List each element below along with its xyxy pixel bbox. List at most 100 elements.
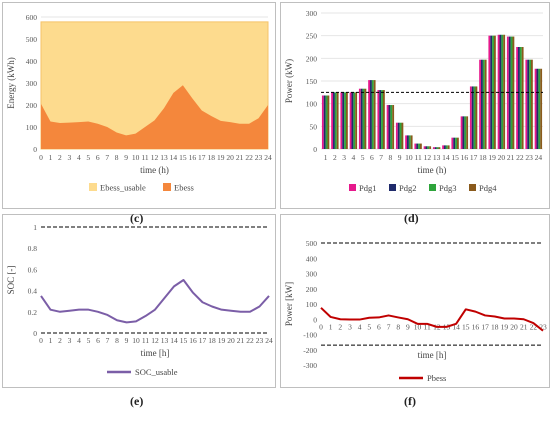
- x-tick-label: 7: [379, 153, 383, 162]
- x-tick-label: 16: [189, 153, 197, 162]
- bar-Pdg2: [407, 135, 409, 149]
- x-axis-label: time [h]: [418, 350, 447, 360]
- x-tick-label: 0: [319, 322, 323, 331]
- legend-swatch-Pdg4: [469, 184, 476, 191]
- x-tick-label: 5: [86, 153, 90, 162]
- caption-f: (f): [404, 394, 416, 408]
- x-tick-label: 14: [452, 322, 460, 331]
- bar-Pdg2: [388, 105, 391, 149]
- x-tick-label: 9: [124, 153, 128, 162]
- bar-Pdg4: [503, 34, 506, 149]
- bar-Pdg2: [370, 80, 372, 149]
- bar-Pdg4: [530, 59, 533, 150]
- bar-Pdg1: [423, 146, 426, 149]
- x-tick-label: 11: [141, 153, 148, 162]
- x-tick-label: 13: [433, 153, 441, 162]
- bar-Pdg4: [410, 135, 413, 149]
- x-tick-label: 1: [49, 153, 53, 162]
- bar-Pdg4: [447, 145, 450, 149]
- bar-Pdg4: [429, 146, 432, 149]
- bar-Pdg4: [484, 59, 487, 150]
- line-series-SOC_usable: [40, 279, 270, 324]
- caption-d: (d): [404, 211, 419, 225]
- bar-Pdg4: [493, 35, 496, 149]
- x-tick-label: 6: [96, 336, 100, 345]
- bar-Pdg4: [438, 147, 441, 149]
- bar-Pdg4: [540, 68, 543, 149]
- bar-Pdg3: [325, 95, 328, 149]
- x-tick-label: 10: [405, 153, 413, 162]
- x-tick-label: 19: [217, 153, 225, 162]
- legend-label-Ebess: Ebess: [174, 183, 194, 193]
- x-tick-label: 3: [348, 322, 352, 331]
- bar-Pdg2: [416, 143, 419, 149]
- bar-Pdg3: [427, 146, 430, 149]
- bar-Pdg4: [401, 122, 404, 149]
- area-series-Ebess: [41, 85, 268, 149]
- y-tick-label: 100: [306, 300, 318, 309]
- bar-Pdg2: [462, 116, 465, 149]
- chart-panel-pbess: -300 -200 -100 0 100 200 300 400 500 0 1 2 3 4 5 6 7 8 9 10…: [280, 214, 550, 388]
- caption-c: (c): [130, 211, 144, 225]
- y-axis-label: Power [kW]: [284, 282, 294, 326]
- bar-Pdg4: [521, 47, 524, 149]
- y-tick-label: 300: [306, 270, 318, 279]
- x-tick-label: 1: [49, 336, 53, 345]
- bar-Pdg2: [379, 90, 382, 149]
- x-tick-label: 23: [256, 336, 264, 345]
- bar-Pdg2: [481, 59, 483, 150]
- bar-Pdg4: [364, 88, 367, 149]
- bar-Pdg3: [381, 90, 383, 149]
- x-tick-label: 6: [377, 322, 381, 331]
- bar-Pdg3: [371, 80, 374, 149]
- x-tick-label: 8: [115, 336, 119, 345]
- bar-Pdg2: [499, 34, 502, 149]
- y-tick-label: -200: [303, 346, 317, 355]
- x-tick-label: 17: [481, 322, 489, 331]
- x-tick-label: 4: [358, 322, 362, 331]
- legend-swatch-Pdg2: [389, 184, 396, 191]
- bar-Pdg3: [445, 145, 448, 149]
- bar-Pdg3: [418, 143, 420, 149]
- x-tick-label: 2: [58, 153, 62, 162]
- y-tick-label: 50: [310, 122, 318, 131]
- bar-Pdg1: [479, 59, 482, 150]
- x-tick-label: 2: [338, 322, 342, 331]
- x-tick-label: 11: [142, 336, 149, 345]
- bar-Pdg1: [469, 86, 472, 149]
- x-tick-label: 20: [498, 153, 506, 162]
- y-tick-label: 0: [33, 145, 37, 154]
- bar-Pdg2: [351, 92, 354, 149]
- y-tick-label: 100: [26, 123, 38, 132]
- x-tick-label: 24: [264, 153, 272, 162]
- bar-Pdg2: [471, 86, 474, 149]
- bar-Pdg1: [395, 122, 398, 149]
- x-tick-label: 11: [424, 322, 431, 331]
- x-tick-label: 20: [226, 153, 234, 162]
- bar-Pdg3: [436, 147, 439, 149]
- bar-Pdg4: [327, 95, 330, 149]
- x-tick-label: 7: [106, 336, 110, 345]
- y-tick-label: -300: [303, 361, 317, 370]
- y-tick-label: 0.2: [28, 308, 38, 317]
- legend-label-Pdg4: Pdg4: [479, 183, 497, 193]
- x-tick-label: 22: [246, 336, 254, 345]
- bar-Pdg3: [353, 92, 356, 149]
- bar-Pdg1: [358, 88, 361, 149]
- x-tick-label: 5: [367, 322, 371, 331]
- bar-Pdg2: [434, 147, 437, 149]
- bar-Pdg1: [414, 143, 417, 149]
- x-tick-label: 11: [415, 153, 422, 162]
- x-tick-label: 12: [151, 153, 159, 162]
- bar-Pdg4: [336, 92, 339, 149]
- y-tick-label: 400: [26, 57, 38, 66]
- legend-label-Ebess_usable: Ebess_usable: [100, 183, 146, 193]
- y-tick-label: 500: [306, 239, 318, 248]
- x-tick-label: 22: [245, 153, 253, 162]
- x-tick-label: 0: [39, 336, 43, 345]
- bar-Pdg4: [456, 137, 459, 149]
- x-tick-label: 6: [96, 153, 100, 162]
- bar-Pdg3: [519, 47, 522, 149]
- legend-label-SOC_usable: SOC_usable: [135, 367, 178, 377]
